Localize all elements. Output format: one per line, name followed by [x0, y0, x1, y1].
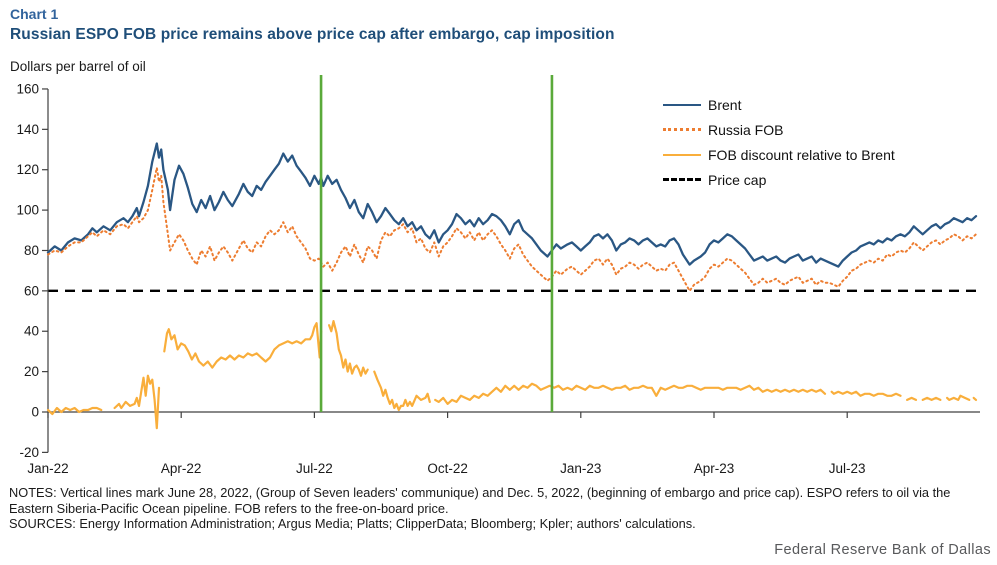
chart-number-label: Chart 1 — [10, 6, 59, 22]
legend-label: Brent — [708, 96, 742, 113]
y-tick-label: 60 — [24, 283, 39, 298]
fob-discount-line — [328, 320, 369, 377]
russia-fob-line — [47, 166, 977, 292]
legend-label: FOB discount relative to Brent — [708, 146, 895, 163]
y-axis-unit-label: Dollars per barrel of oil — [10, 59, 146, 74]
fob-discount-line — [972, 396, 978, 401]
fob-discount-line — [905, 396, 918, 401]
y-tick-label: 160 — [16, 81, 39, 96]
legend-item-price-cap: Price cap — [663, 167, 993, 192]
y-tick-label: -20 — [19, 445, 39, 460]
x-tick-label: Apr-23 — [694, 461, 735, 476]
x-tick-label: Jan-22 — [27, 461, 68, 476]
fob-discount-line — [945, 394, 971, 401]
fob-discount-line-swatch — [663, 153, 701, 156]
fob-discount-line — [46, 406, 103, 416]
brent-line — [46, 142, 978, 268]
fob-discount-line — [830, 390, 902, 397]
price-cap-line-swatch — [663, 178, 701, 181]
notes-text: NOTES: Vertical lines mark June 28, 2022… — [9, 485, 951, 516]
y-tick-label: 40 — [24, 324, 39, 339]
y-tick-label: 0 — [31, 405, 39, 420]
footnotes: NOTES: Vertical lines mark June 28, 2022… — [9, 485, 977, 532]
fob-discount-line — [434, 382, 827, 405]
y-tick-label: 120 — [16, 162, 39, 177]
fob-discount-line — [373, 370, 431, 412]
y-tick-label: 140 — [16, 122, 39, 137]
x-tick-label: Jan-23 — [560, 461, 601, 476]
x-tick-label: Oct-22 — [427, 461, 468, 476]
legend-item-brent: Brent — [663, 92, 993, 117]
brent-line-swatch — [663, 103, 701, 106]
fob-discount-line — [113, 374, 161, 430]
legend-item-fob-discount: FOB discount relative to Brent — [663, 142, 993, 167]
organization-footer: Federal Reserve Bank of Dallas — [774, 542, 991, 558]
legend-item-russia-fob: Russia FOB — [663, 117, 993, 142]
page-title: Russian ESPO FOB price remains above pri… — [10, 26, 615, 43]
x-tick-label: Jul-23 — [829, 461, 866, 476]
legend-label: Russia FOB — [708, 121, 784, 138]
legend: Brent Russia FOB FOB discount relative t… — [663, 92, 993, 192]
legend-label: Price cap — [708, 171, 767, 188]
y-tick-label: 80 — [24, 243, 39, 258]
y-tick-label: 100 — [16, 203, 39, 218]
y-tick-label: 20 — [24, 364, 39, 379]
x-tick-label: Apr-22 — [161, 461, 202, 476]
fob-discount-line — [163, 322, 323, 369]
sources-text: SOURCES: Energy Information Administrati… — [9, 516, 696, 532]
russia-fob-line-swatch — [663, 128, 701, 131]
fob-discount-line — [921, 396, 942, 401]
x-tick-label: Jul-22 — [296, 461, 333, 476]
